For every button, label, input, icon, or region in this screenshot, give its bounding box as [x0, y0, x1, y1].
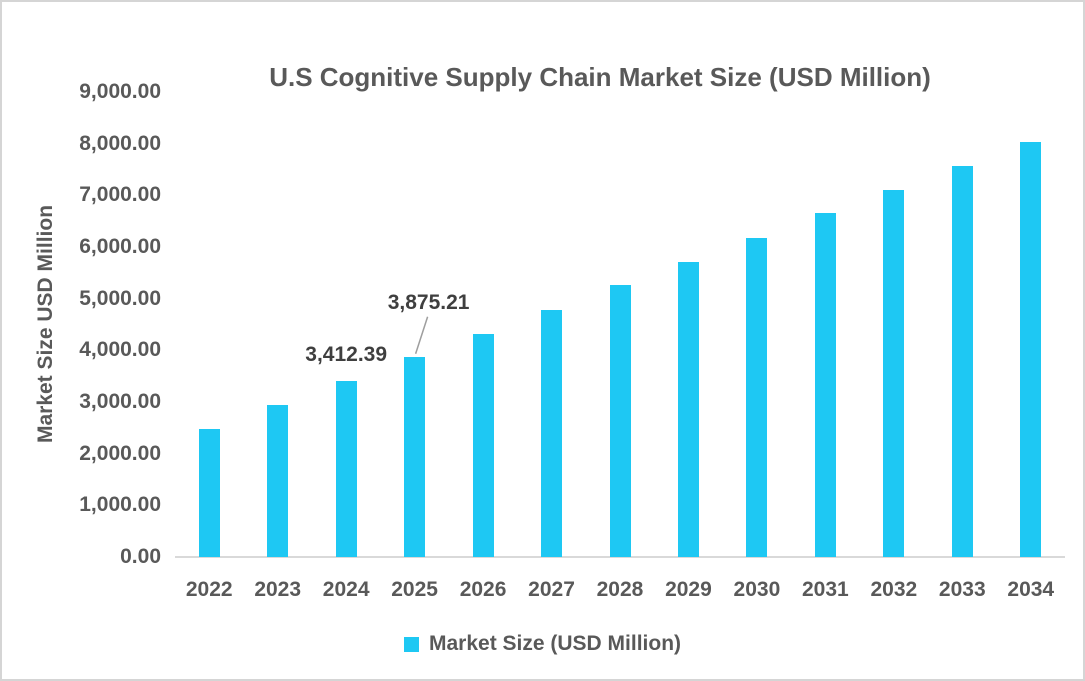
x-tick-label: 2022 [185, 578, 233, 601]
legend-label: Market Size (USD Million) [428, 632, 682, 655]
y-tick-label: 4,000.00 [79, 338, 161, 362]
y-tick-label: 8,000.00 [79, 131, 161, 155]
chart-title: U.S Cognitive Supply Chain Market Size (… [269, 62, 931, 92]
data-label-2025: 3,875.21 [387, 290, 470, 314]
y-tick-label: 2,000.00 [79, 441, 161, 465]
y-tick-label: 9,000.00 [79, 80, 161, 103]
y-tick-label: 7,000.00 [79, 183, 161, 207]
x-tick-label: 2025 [391, 578, 438, 601]
x-tick-label: 2030 [733, 578, 781, 601]
bar-2027 [541, 310, 563, 557]
x-tick-label: 2032 [870, 578, 918, 601]
bar-2022 [198, 428, 220, 557]
x-tick-label: 2023 [254, 578, 302, 601]
x-axis-line [175, 556, 1065, 558]
bar-2030 [746, 238, 768, 557]
y-tick-label: 3,000.00 [79, 390, 161, 413]
y-tick-label: 1,000.00 [79, 493, 161, 517]
data-label-2024: 3,412.39 [305, 342, 388, 366]
legend-marker-swatch [403, 636, 419, 652]
x-tick-label: 2024 [322, 578, 370, 601]
bar-2028 [609, 285, 631, 557]
x-tick-label: 2029 [665, 578, 712, 601]
x-tick-label: 2027 [528, 578, 575, 601]
x-tick-label: 2034 [1007, 578, 1055, 601]
legend: Market Size (USD Million) [2, 632, 1083, 656]
bar-2029 [677, 261, 699, 557]
x-tick-label: 2028 [596, 578, 644, 601]
y-tick-label: 6,000.00 [79, 235, 161, 258]
bar-2034 [1020, 142, 1042, 557]
y-tick-label: 5,000.00 [79, 286, 161, 310]
bar-2023 [267, 405, 289, 557]
bar-2024 [335, 380, 357, 557]
x-tick-label: 2026 [459, 578, 507, 601]
bar-2031 [814, 212, 836, 557]
bar-2032 [883, 189, 905, 557]
x-tick-label: 2033 [938, 578, 986, 601]
bar-2025 [404, 356, 426, 557]
bar-2033 [951, 165, 973, 557]
bar-2026 [472, 333, 494, 557]
y-tick-label: 0.00 [120, 545, 161, 568]
x-tick-label: 2031 [802, 578, 849, 601]
